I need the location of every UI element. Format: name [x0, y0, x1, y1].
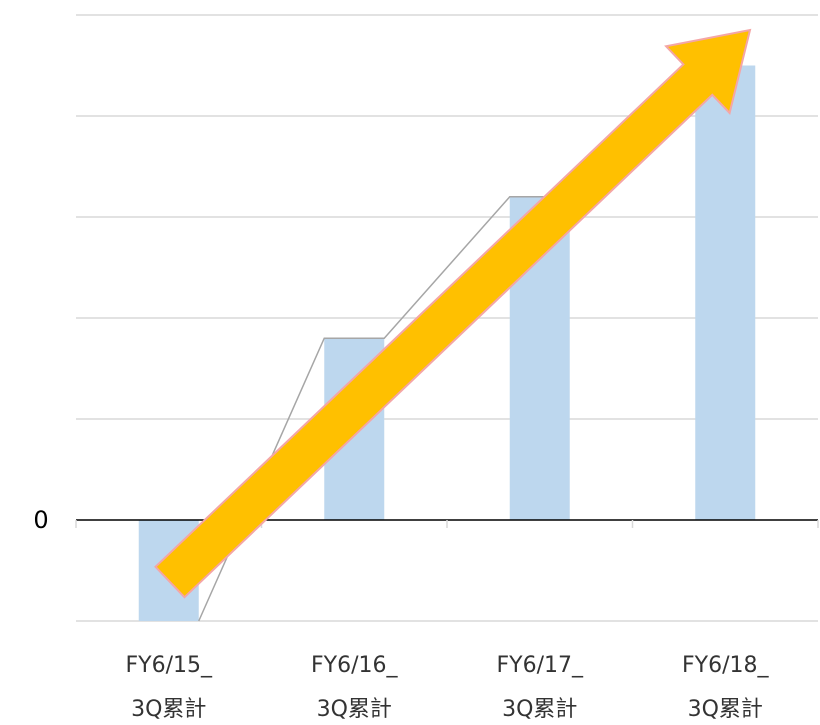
y-tick-label: 0: [33, 506, 48, 534]
trend-arrow: [154, 28, 752, 599]
x-tick-label: FY6/17_: [497, 653, 584, 678]
x-tick-label: 3Q累計: [502, 697, 577, 722]
x-tick-label: FY6/16_: [311, 653, 398, 678]
x-tick-label: FY6/18_: [682, 653, 769, 678]
x-tick-label: 3Q累計: [317, 697, 392, 722]
x-tick-label: FY6/15_: [126, 653, 213, 678]
x-tick-label: 3Q累計: [688, 697, 763, 722]
x-tick-label: 3Q累計: [131, 697, 206, 722]
bar: [695, 65, 756, 520]
